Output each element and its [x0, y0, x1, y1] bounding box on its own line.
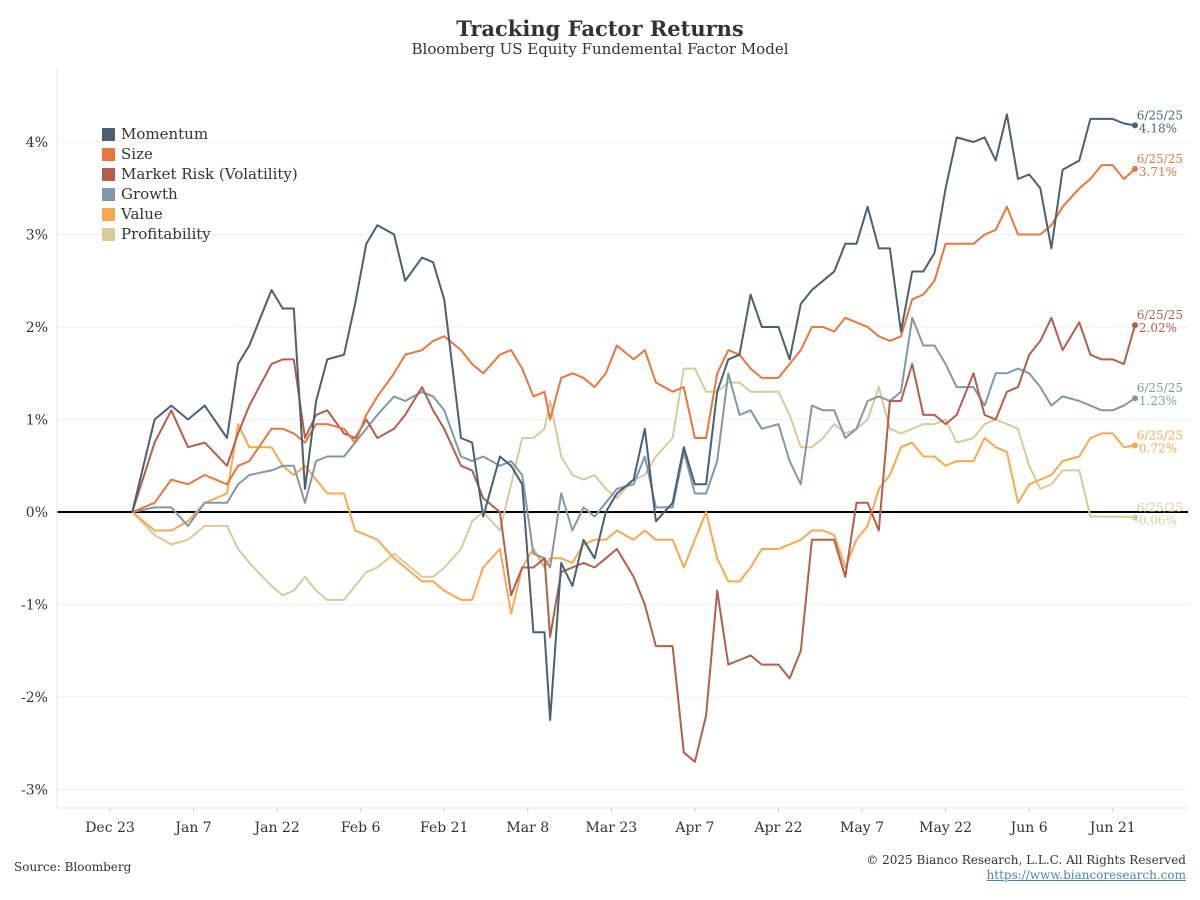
- end-value-label: 3.71%: [1139, 165, 1177, 179]
- x-tick-label: Mar 23: [586, 820, 638, 836]
- legend-swatch: [102, 127, 115, 141]
- end-marker: [1132, 442, 1138, 449]
- y-tick-label: 4%: [26, 135, 48, 151]
- end-marker: [1132, 395, 1138, 402]
- x-tick-label: Jun 6: [1009, 820, 1048, 836]
- x-tick-label: Mar 8: [506, 820, 549, 836]
- end-value-label: 2.02%: [1139, 321, 1177, 335]
- y-tick-label: -3%: [21, 783, 48, 799]
- y-tick-label: 0%: [26, 505, 48, 521]
- y-tick-label: -1%: [21, 598, 48, 614]
- end-marker: [1132, 165, 1138, 172]
- end-date-label: 6/25/25: [1137, 428, 1183, 442]
- legend-swatch: [102, 167, 115, 181]
- legend-label: Growth: [121, 185, 178, 203]
- website-link[interactable]: https://www.biancoresearch.com: [986, 868, 1186, 882]
- end-marker: [1132, 122, 1138, 129]
- legend-label: Momentum: [121, 125, 209, 143]
- legend-swatch: [102, 147, 115, 161]
- end-date-label: 6/25/25: [1137, 501, 1183, 515]
- legend-item: Market Risk (Volatility): [102, 164, 298, 184]
- end-date-label: 6/25/25: [1137, 308, 1183, 322]
- x-tick-label: Feb 21: [420, 820, 468, 836]
- legend-label: Profitability: [121, 225, 211, 243]
- legend-item: Profitability: [102, 224, 298, 244]
- legend-item: Value: [102, 204, 298, 224]
- legend-swatch: [102, 207, 115, 221]
- x-tick-label: Dec 23: [85, 820, 135, 836]
- end-date-label: 6/25/25: [1137, 108, 1183, 122]
- copyright-block: © 2025 Bianco Research, L.L.C. All Right…: [866, 853, 1186, 883]
- end-date-label: 6/25/25: [1137, 381, 1183, 395]
- source-note: Source: Bloomberg: [14, 860, 132, 874]
- axis-layer: -3% -2% -1% 0% 1% 2% 3% 4% Dec 23 Jan 7 Jan 22 Feb …: [21, 68, 1188, 836]
- series-line-size: [131, 164, 1136, 513]
- end-date-label: 6/25/25: [1137, 152, 1183, 166]
- series-line-value: [131, 423, 1136, 615]
- x-tick-label: Feb 6: [341, 820, 381, 836]
- end-value-label: 4.18%: [1139, 121, 1177, 135]
- y-tick-label: 2%: [26, 320, 48, 336]
- legend-item: Momentum: [102, 124, 298, 144]
- x-tick-label: Jun 21: [1088, 820, 1136, 836]
- x-tick-label: Jan 7: [173, 820, 211, 836]
- end-marker: [1132, 514, 1138, 521]
- legend-label: Value: [121, 205, 163, 223]
- series-line-growth: [132, 316, 1136, 569]
- x-tick-label: Apr 22: [753, 820, 802, 836]
- legend-label: Market Risk (Volatility): [121, 165, 298, 183]
- x-tick-label: Jan 22: [252, 820, 299, 836]
- x-tick-label: May 22: [919, 820, 972, 836]
- y-tick-label: 3%: [26, 228, 48, 244]
- legend-swatch: [102, 227, 115, 241]
- series-layer: [131, 113, 1136, 763]
- series-line-market-risk-volatility-: [131, 316, 1136, 763]
- y-tick-label: -2%: [21, 690, 48, 706]
- legend-item: Size: [102, 144, 298, 164]
- end-marker: [1132, 322, 1138, 329]
- legend: Momentum Size Market Risk (Volatility) Grow…: [102, 124, 298, 244]
- chart-subtitle: Bloomberg US Equity Fundemental Factor M…: [411, 40, 789, 58]
- chart-title: Tracking Factor Returns: [456, 16, 744, 41]
- legend-item: Growth: [102, 184, 298, 204]
- end-value-label: 1.23%: [1139, 394, 1177, 408]
- y-tick-label: 1%: [26, 413, 48, 429]
- series-line-momentum: [131, 113, 1136, 722]
- legend-label: Size: [121, 145, 153, 163]
- x-tick-label: May 7: [840, 820, 884, 836]
- end-label-layer: 6/25/254.18%6/25/253.71%6/25/252.02%6/25…: [1132, 108, 1183, 528]
- end-value-label: 0.72%: [1139, 441, 1177, 455]
- x-tick-label: Apr 7: [674, 820, 714, 836]
- series-line-profitability: [131, 367, 1136, 601]
- copyright-text: © 2025 Bianco Research, L.L.C. All Right…: [866, 853, 1186, 867]
- legend-swatch: [102, 187, 115, 201]
- end-value-label: -0.06%: [1135, 514, 1177, 528]
